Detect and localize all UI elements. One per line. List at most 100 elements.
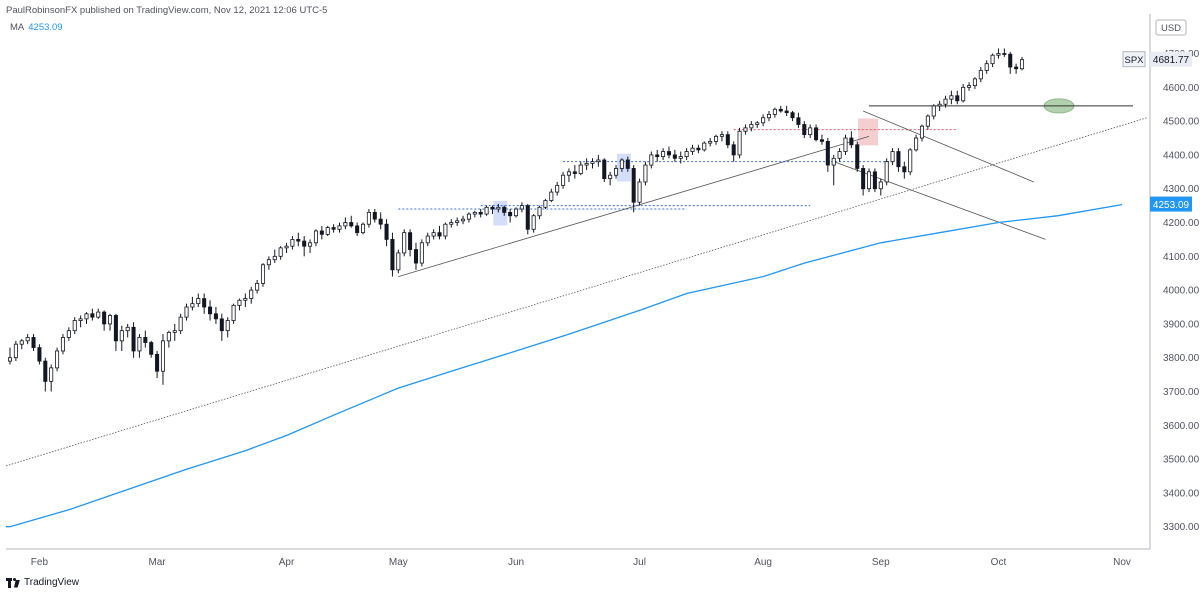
candle-body (178, 316, 183, 332)
annotations (398, 98, 1075, 226)
candle-body (584, 162, 589, 166)
candle-body (572, 171, 577, 174)
candle-body (84, 313, 89, 320)
currency-label: USD (1161, 23, 1181, 34)
candle-body (772, 108, 777, 115)
candle-body (990, 54, 995, 65)
candle-body (343, 222, 348, 227)
candle-body (837, 151, 842, 159)
candle-body (596, 159, 601, 163)
candle-body (319, 230, 324, 235)
candle-body (143, 337, 148, 343)
candle-body (878, 181, 883, 190)
candle-body (396, 252, 401, 271)
candle-body (996, 53, 1001, 56)
candle-body (13, 343, 18, 359)
tradingview-brand[interactable]: TradingView (6, 577, 79, 588)
candle-body (637, 181, 642, 203)
candle-body (778, 108, 783, 112)
x-tick-label: Apr (279, 557, 295, 568)
candle-body (955, 95, 960, 102)
candle-body (137, 337, 142, 352)
candle-body (102, 311, 107, 325)
candle-body (737, 130, 742, 156)
candle-body (313, 230, 318, 244)
candle-body (113, 315, 118, 342)
candle-body (614, 168, 619, 176)
candle-body (972, 78, 977, 87)
candle-body (543, 200, 548, 208)
candle-body (96, 311, 101, 318)
candle-body (743, 127, 748, 132)
candle-body (384, 223, 389, 240)
candles (7, 48, 1025, 392)
candle-body (902, 166, 907, 173)
y-tick-label: 3400.00 (1163, 488, 1200, 499)
candle-body (749, 124, 754, 129)
candle-body (208, 306, 213, 315)
candle-body (602, 159, 607, 179)
candle-body (60, 337, 65, 352)
y-tick-label: 4400.00 (1163, 150, 1200, 161)
candle-body (90, 313, 95, 318)
candle-body (784, 110, 789, 114)
candle-body (643, 164, 648, 183)
candle-body (490, 206, 495, 210)
currency-box (1155, 19, 1187, 36)
candle-body (1014, 66, 1019, 70)
candle-body (684, 151, 689, 158)
price-axis[interactable]: 3300.00 3400.00 3500.00 3600.00 3700.00 3800.… (1122, 14, 1200, 549)
candle-body (537, 206, 542, 217)
candle-body (502, 206, 507, 213)
candle-body (755, 122, 760, 125)
candle-body (72, 320, 77, 332)
candle-body (872, 171, 877, 190)
candle-body (443, 223, 448, 237)
candle-body (578, 164, 583, 174)
candle-body (243, 298, 248, 301)
candle-body (55, 350, 60, 369)
candle-body (466, 213, 471, 220)
candle-body (1008, 53, 1013, 68)
candle-body (849, 137, 854, 146)
candle-body (925, 115, 930, 127)
candle-body (519, 205, 524, 210)
candle-body (802, 124, 807, 136)
y-tick-label: 3900.00 (1163, 319, 1200, 330)
candle-body (766, 113, 772, 119)
candle-body (725, 134, 730, 146)
candle-body (708, 140, 713, 144)
candle-body (249, 289, 254, 299)
candle-body (19, 340, 24, 345)
candle-body (349, 222, 354, 227)
candle-body (149, 342, 154, 355)
candle-body (284, 245, 289, 249)
candle-body (455, 220, 460, 223)
candle-body (390, 239, 395, 271)
ma-price-tag (1150, 196, 1192, 212)
time-axis[interactable]: FebMarAprMayJunJulAugSepOctNovDec (6, 548, 1200, 568)
candle-body (266, 259, 271, 266)
candle-body (625, 159, 630, 169)
candle-body (125, 326, 130, 332)
tradingview-logo-icon (6, 577, 20, 588)
candle-body (855, 144, 860, 169)
candle-body (172, 330, 177, 333)
candle-body (608, 174, 613, 179)
candle-body (655, 154, 660, 158)
candle-body (525, 205, 530, 230)
candle-body (666, 151, 671, 156)
candle-body (290, 239, 295, 247)
candle-body (431, 232, 436, 237)
candle-body (255, 282, 260, 291)
candle-body (590, 161, 595, 164)
ma-line (6, 203, 1123, 528)
candle-body (819, 139, 824, 142)
candle-body (943, 98, 948, 105)
candle-body (508, 211, 513, 217)
candle-body (919, 125, 924, 139)
candle-body (961, 86, 966, 102)
candle-body (472, 211, 477, 215)
resistance-box (858, 118, 879, 146)
